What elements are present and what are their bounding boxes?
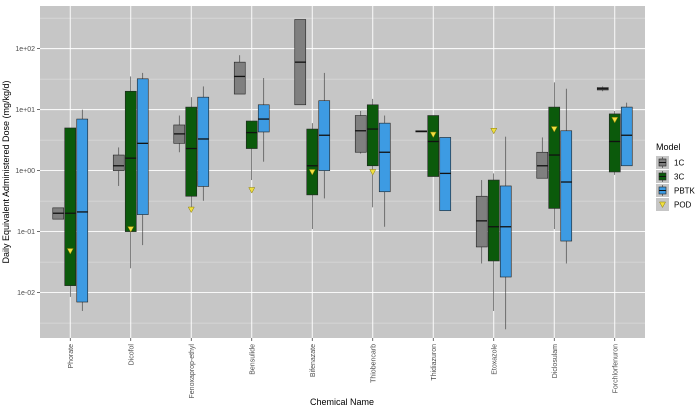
pod-marker-diclosulam (550, 126, 558, 133)
box-pbtk-fenoxaprop-ethyl (197, 86, 210, 201)
pod-marker-thiobencarb (369, 169, 377, 176)
box-3c-diclosulam (548, 82, 561, 230)
box-body (427, 115, 440, 177)
box-body (475, 195, 488, 248)
box-body (499, 185, 512, 278)
y-tick-label: 1e-01 (17, 229, 35, 236)
y-tick-label: 1e+01 (15, 107, 35, 114)
y-tick-label: 1e-02 (17, 290, 35, 297)
series-3c (64, 76, 621, 311)
pod-markers (66, 117, 619, 255)
box-pbtk-diclosulam (560, 88, 573, 264)
box-body (185, 106, 198, 197)
box-body (245, 120, 258, 149)
box-pbtk-thiobencarb (378, 115, 391, 227)
box-1c-forchlorfenuron (596, 86, 609, 92)
legend-key-triangle (659, 201, 666, 209)
box-body (64, 127, 77, 286)
box-body (487, 179, 500, 262)
box-pbtk-etoxazole (499, 136, 512, 330)
x-axis: Phorate Dicofol Fenoxaprop-ethyl Bensulide B… (68, 338, 619, 399)
box-series (52, 19, 633, 330)
x-tick-label-thiobencarb: Thiobencarb (370, 344, 377, 383)
box-pbtk-forchlorfenuron (620, 102, 633, 167)
box-body (257, 104, 270, 133)
series-pbtk (76, 72, 633, 330)
box-1c-phorate (52, 207, 65, 220)
pod-marker-forchlorfenuron (611, 117, 619, 124)
x-axis-title: Chemical Name (310, 397, 374, 407)
pod-marker-fenoxaprop-ethyl (187, 206, 195, 214)
box-body (620, 106, 633, 167)
box-1c-bensulide (233, 55, 246, 95)
box-pbtk-bensulide (257, 77, 270, 162)
box-body (354, 115, 367, 153)
legend: Model 1C 3C PBTK POD (656, 142, 696, 211)
y-axis-title: Daily Equivalent Administered Dose (mg/k… (1, 80, 11, 263)
box-3c-fenoxaprop-ethyl (185, 97, 198, 211)
box-body (76, 118, 89, 303)
legend-entry-pbtk: PBTK (656, 184, 696, 197)
box-3c-etoxazole (487, 173, 500, 311)
box-body (608, 113, 621, 173)
box-body (439, 137, 452, 212)
box-1c-diclosulam (536, 137, 549, 179)
legend-label-3c: 3C (674, 173, 684, 182)
box-body (112, 154, 125, 171)
box-body (560, 130, 573, 242)
legend-title: Model (656, 142, 681, 152)
x-tick-label-dicofol: Dicofol (128, 344, 135, 366)
box-pbtk-phorate (76, 109, 89, 311)
box-1c-thidiazuron (415, 130, 428, 133)
x-tick-label-thidiazuron: Thidiazuron (431, 344, 438, 381)
y-axis: 1e-02 1e-01 1e+00 1e+01 1e+02 (15, 46, 40, 297)
y-tick-label: 1e+02 (15, 46, 35, 53)
legend-entry-pod: POD (656, 198, 692, 211)
box-body (548, 106, 561, 209)
x-tick-label-diclosulam: Diclosulam (552, 344, 559, 378)
box-pbtk-dicofol (136, 72, 149, 246)
x-tick-label-etoxazole: Etoxazole (491, 344, 498, 375)
pod-marker-etoxazole (490, 128, 498, 135)
legend-label-pbtk: PBTK (674, 187, 696, 196)
pod-marker-phorate (66, 248, 74, 255)
box-body (197, 96, 210, 187)
box-3c-bifenazate (306, 123, 319, 230)
pod-marker-thidiazuron (429, 131, 437, 139)
box-body (233, 61, 246, 95)
box-3c-bensulide (245, 120, 258, 181)
x-tick-label-fenoxaprop-ethyl: Fenoxaprop-ethyl (189, 344, 196, 399)
box-1c-thiobencarb (354, 110, 367, 154)
box-3c-phorate (64, 127, 77, 297)
legend-entry-1c: 1C (656, 156, 684, 169)
box-1c-dicofol (112, 147, 125, 186)
series-1c (52, 19, 609, 264)
pod-marker-bensulide (248, 187, 256, 194)
legend-label-pod: POD (674, 201, 692, 210)
box-body (136, 78, 149, 215)
box-body (124, 90, 137, 232)
x-tick-label-bifenazate: Bifenazate (310, 344, 317, 377)
x-tick-label-forchlorfenuron: Forchlorfenuron (612, 344, 619, 394)
box-body (366, 104, 379, 167)
x-tick-label-bensulide: Bensulide (249, 344, 256, 375)
legend-entry-3c: 3C (656, 170, 684, 183)
y-tick-label: 1e+00 (15, 168, 35, 175)
pod-marker-dicofol (127, 226, 135, 233)
pod-marker-bifenazate (308, 169, 316, 176)
legend-label-1c: 1C (674, 159, 684, 168)
box-pbtk-thidiazuron (439, 137, 452, 212)
box-3c-forchlorfenuron (608, 110, 621, 175)
box-1c-fenoxaprop-ethyl (173, 115, 186, 153)
box-body (306, 128, 319, 196)
box-1c-etoxazole (475, 180, 488, 264)
x-tick-label-phorate: Phorate (68, 344, 75, 369)
box-pbtk-bifenazate (318, 72, 331, 199)
box-1c-bifenazate (294, 19, 307, 106)
box-3c-thidiazuron (427, 115, 440, 177)
box-body (378, 122, 391, 193)
